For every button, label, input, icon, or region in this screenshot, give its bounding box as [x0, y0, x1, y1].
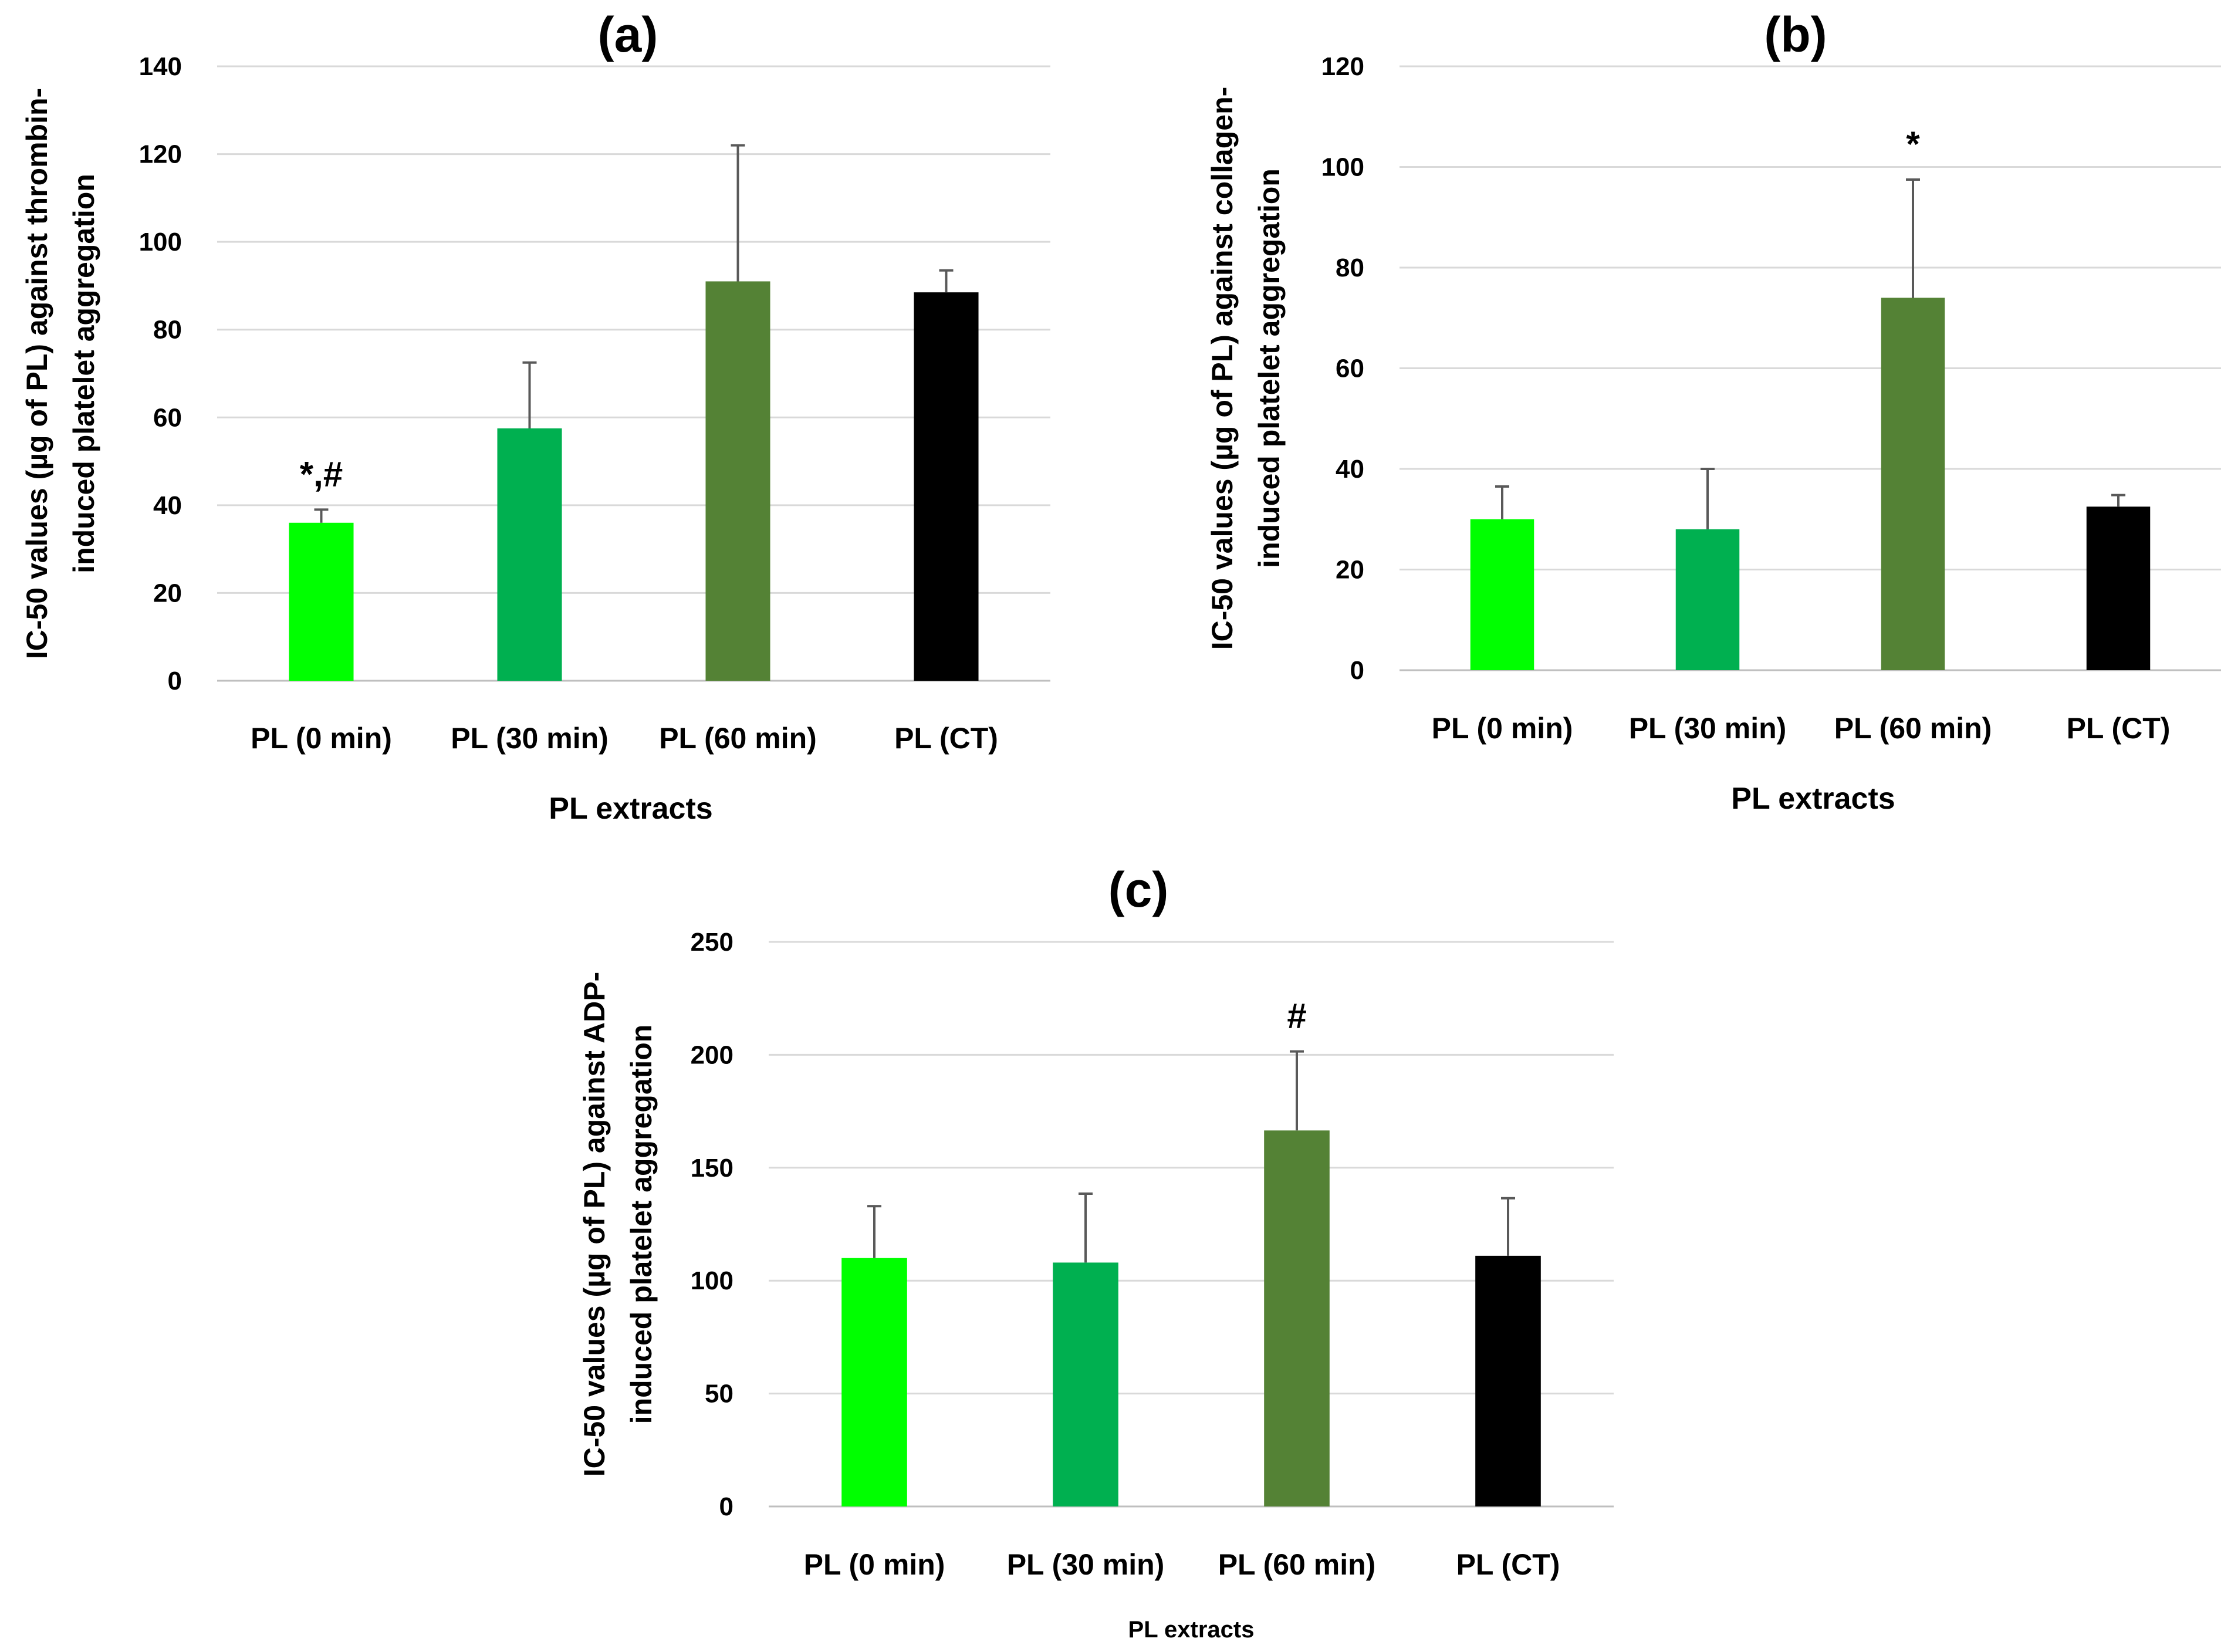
bar	[1675, 529, 1740, 670]
y-tick-label: 40	[153, 491, 182, 520]
y-tick-label: 20	[153, 579, 182, 607]
category-label: PL (30 min)	[1629, 712, 1787, 745]
chart-b: 0 20 40 60 80 100 120 PL (0 min) PL (30 min) * PL …	[1206, 7, 2221, 816]
y-axis-label: IC-50 values (µg of PL) against ADP-	[578, 972, 611, 1477]
y-tick-label: 60	[1336, 354, 1364, 383]
category-label: PL (30 min)	[451, 722, 609, 755]
category-label: PL (0 min)	[251, 722, 392, 755]
significance-label: *	[1906, 124, 1920, 164]
bar	[1053, 1262, 1118, 1506]
category-label: PL (CT)	[2067, 712, 2171, 745]
y-tick-label: 100	[139, 228, 182, 256]
y-tick-label: 0	[1350, 656, 1364, 685]
chart-c: 0 50 100 150 200 250 PL (0 min) PL (30 min) # PL …	[578, 862, 1614, 1643]
significance-label: #	[1287, 996, 1306, 1036]
bar	[1470, 519, 1534, 670]
category-label: PL (0 min)	[804, 1548, 945, 1581]
chart-a: 0 20 40 60 80 100 120 140 *,# PL (0 min) PL (30 mi…	[21, 7, 1050, 826]
category-label: PL (60 min)	[659, 722, 817, 755]
chart-title: (c)	[1108, 862, 1169, 917]
y-tick-label: 140	[139, 52, 182, 81]
y-axis-label: induced platelet aggregation	[67, 174, 100, 573]
y-tick-label: 20	[1336, 556, 1364, 585]
bar	[705, 281, 770, 681]
y-axis-label: IC-50 values (µg of PL) against thrombin…	[21, 88, 53, 659]
bar	[2086, 506, 2151, 670]
bar	[1881, 298, 1945, 670]
category-label: PL (CT)	[894, 722, 998, 755]
x-axis-label: PL extracts	[549, 792, 712, 826]
category-label: PL (60 min)	[1218, 1548, 1376, 1581]
category-label: PL (CT)	[1456, 1548, 1560, 1581]
bar	[914, 292, 979, 681]
y-tick-label: 200	[691, 1040, 733, 1069]
bar	[497, 428, 562, 681]
category-label: PL (0 min)	[1432, 712, 1573, 745]
y-tick-label: 120	[1321, 52, 1364, 81]
x-axis-label: PL extracts	[1731, 782, 1895, 816]
bar	[841, 1258, 907, 1506]
y-tick-label: 100	[1321, 153, 1364, 182]
bar	[289, 522, 354, 681]
category-label: PL (60 min)	[1834, 712, 1992, 745]
y-tick-label: 150	[691, 1154, 733, 1183]
bar	[1264, 1130, 1330, 1506]
y-axis-label: induced platelet aggregation	[625, 1025, 658, 1424]
y-tick-label: 100	[691, 1266, 733, 1295]
chart-title: (a)	[598, 7, 658, 62]
chart-title: (b)	[1764, 7, 1827, 62]
y-tick-label: 250	[691, 928, 733, 957]
x-axis-label: PL extracts	[1128, 1617, 1255, 1643]
y-tick-label: 40	[1336, 455, 1364, 484]
significance-label: *,#	[300, 454, 343, 494]
y-tick-label: 80	[1336, 254, 1364, 282]
y-tick-label: 60	[153, 403, 182, 432]
y-tick-label: 0	[168, 667, 182, 695]
y-tick-label: 80	[153, 316, 182, 344]
category-label: PL (30 min)	[1007, 1548, 1165, 1581]
y-tick-label: 50	[705, 1380, 733, 1408]
y-axis-label: induced platelet aggregation	[1253, 168, 1286, 568]
y-tick-label: 120	[139, 140, 182, 169]
bar	[1475, 1255, 1541, 1506]
y-axis-label: IC-50 values (µg of PL) against collagen…	[1206, 87, 1239, 650]
y-tick-label: 0	[719, 1492, 733, 1521]
